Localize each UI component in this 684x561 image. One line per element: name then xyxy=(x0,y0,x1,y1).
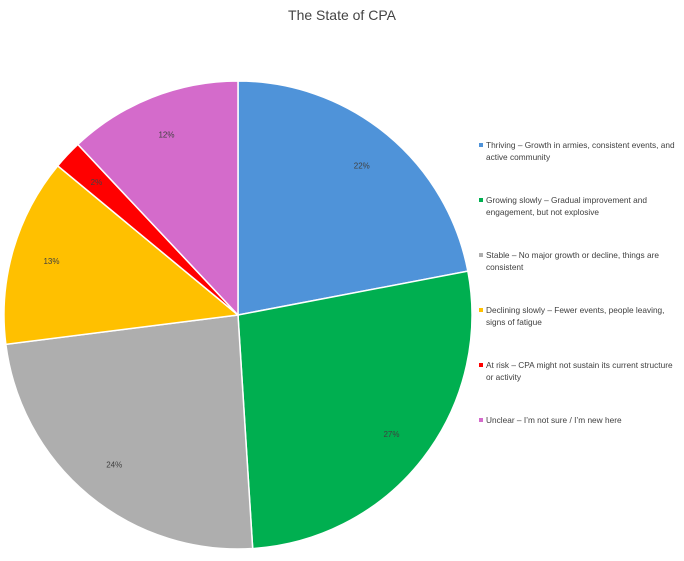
data-label-thriving: 22% xyxy=(354,161,370,170)
legend-item-at-risk: At risk – CPA might not sustain its curr… xyxy=(479,359,679,414)
data-label-stable: 24% xyxy=(106,461,122,470)
legend-item-stable: Stable – No major growth or decline, thi… xyxy=(479,249,679,304)
legend-swatch xyxy=(479,198,483,202)
legend-swatch xyxy=(479,143,483,147)
legend-label: Stable – No major growth or decline, thi… xyxy=(486,250,659,272)
legend-swatch xyxy=(479,363,483,367)
data-label-declining-slowly: 13% xyxy=(43,257,59,266)
legend-item-growing-slowly: Growing slowly – Gradual improvement and… xyxy=(479,194,679,249)
legend-item-unclear: Unclear – I’m not sure / I’m new here xyxy=(479,414,679,469)
legend-label: At risk – CPA might not sustain its curr… xyxy=(486,360,673,382)
pie-slice-thriving xyxy=(237,80,469,316)
pie-slice-unclear xyxy=(76,80,239,317)
legend-item-declining-slowly: Declining slowly – Fewer events, people … xyxy=(479,304,679,359)
legend-label: Declining slowly – Fewer events, people … xyxy=(486,305,665,327)
legend-label: Growing slowly – Gradual improvement and… xyxy=(486,195,647,217)
legend-label: Unclear – I’m not sure / I’m new here xyxy=(486,415,622,425)
data-label-at-risk: 2% xyxy=(91,178,103,187)
pie-slice-growing-slowly xyxy=(237,270,473,550)
chart-title: The State of CPA xyxy=(288,7,396,23)
legend-swatch xyxy=(479,308,483,312)
pie-slice-stable xyxy=(5,314,254,550)
data-label-unclear: 12% xyxy=(158,130,174,139)
pie-slice-declining-slowly xyxy=(3,164,240,346)
legend-label: Thriving – Growth in armies, consistent … xyxy=(486,140,675,162)
legend: Thriving – Growth in armies, consistent … xyxy=(479,139,679,469)
legend-swatch xyxy=(479,418,483,422)
legend-swatch xyxy=(479,253,483,257)
data-label-growing-slowly: 27% xyxy=(383,430,399,439)
legend-item-thriving: Thriving – Growth in armies, consistent … xyxy=(479,139,679,194)
